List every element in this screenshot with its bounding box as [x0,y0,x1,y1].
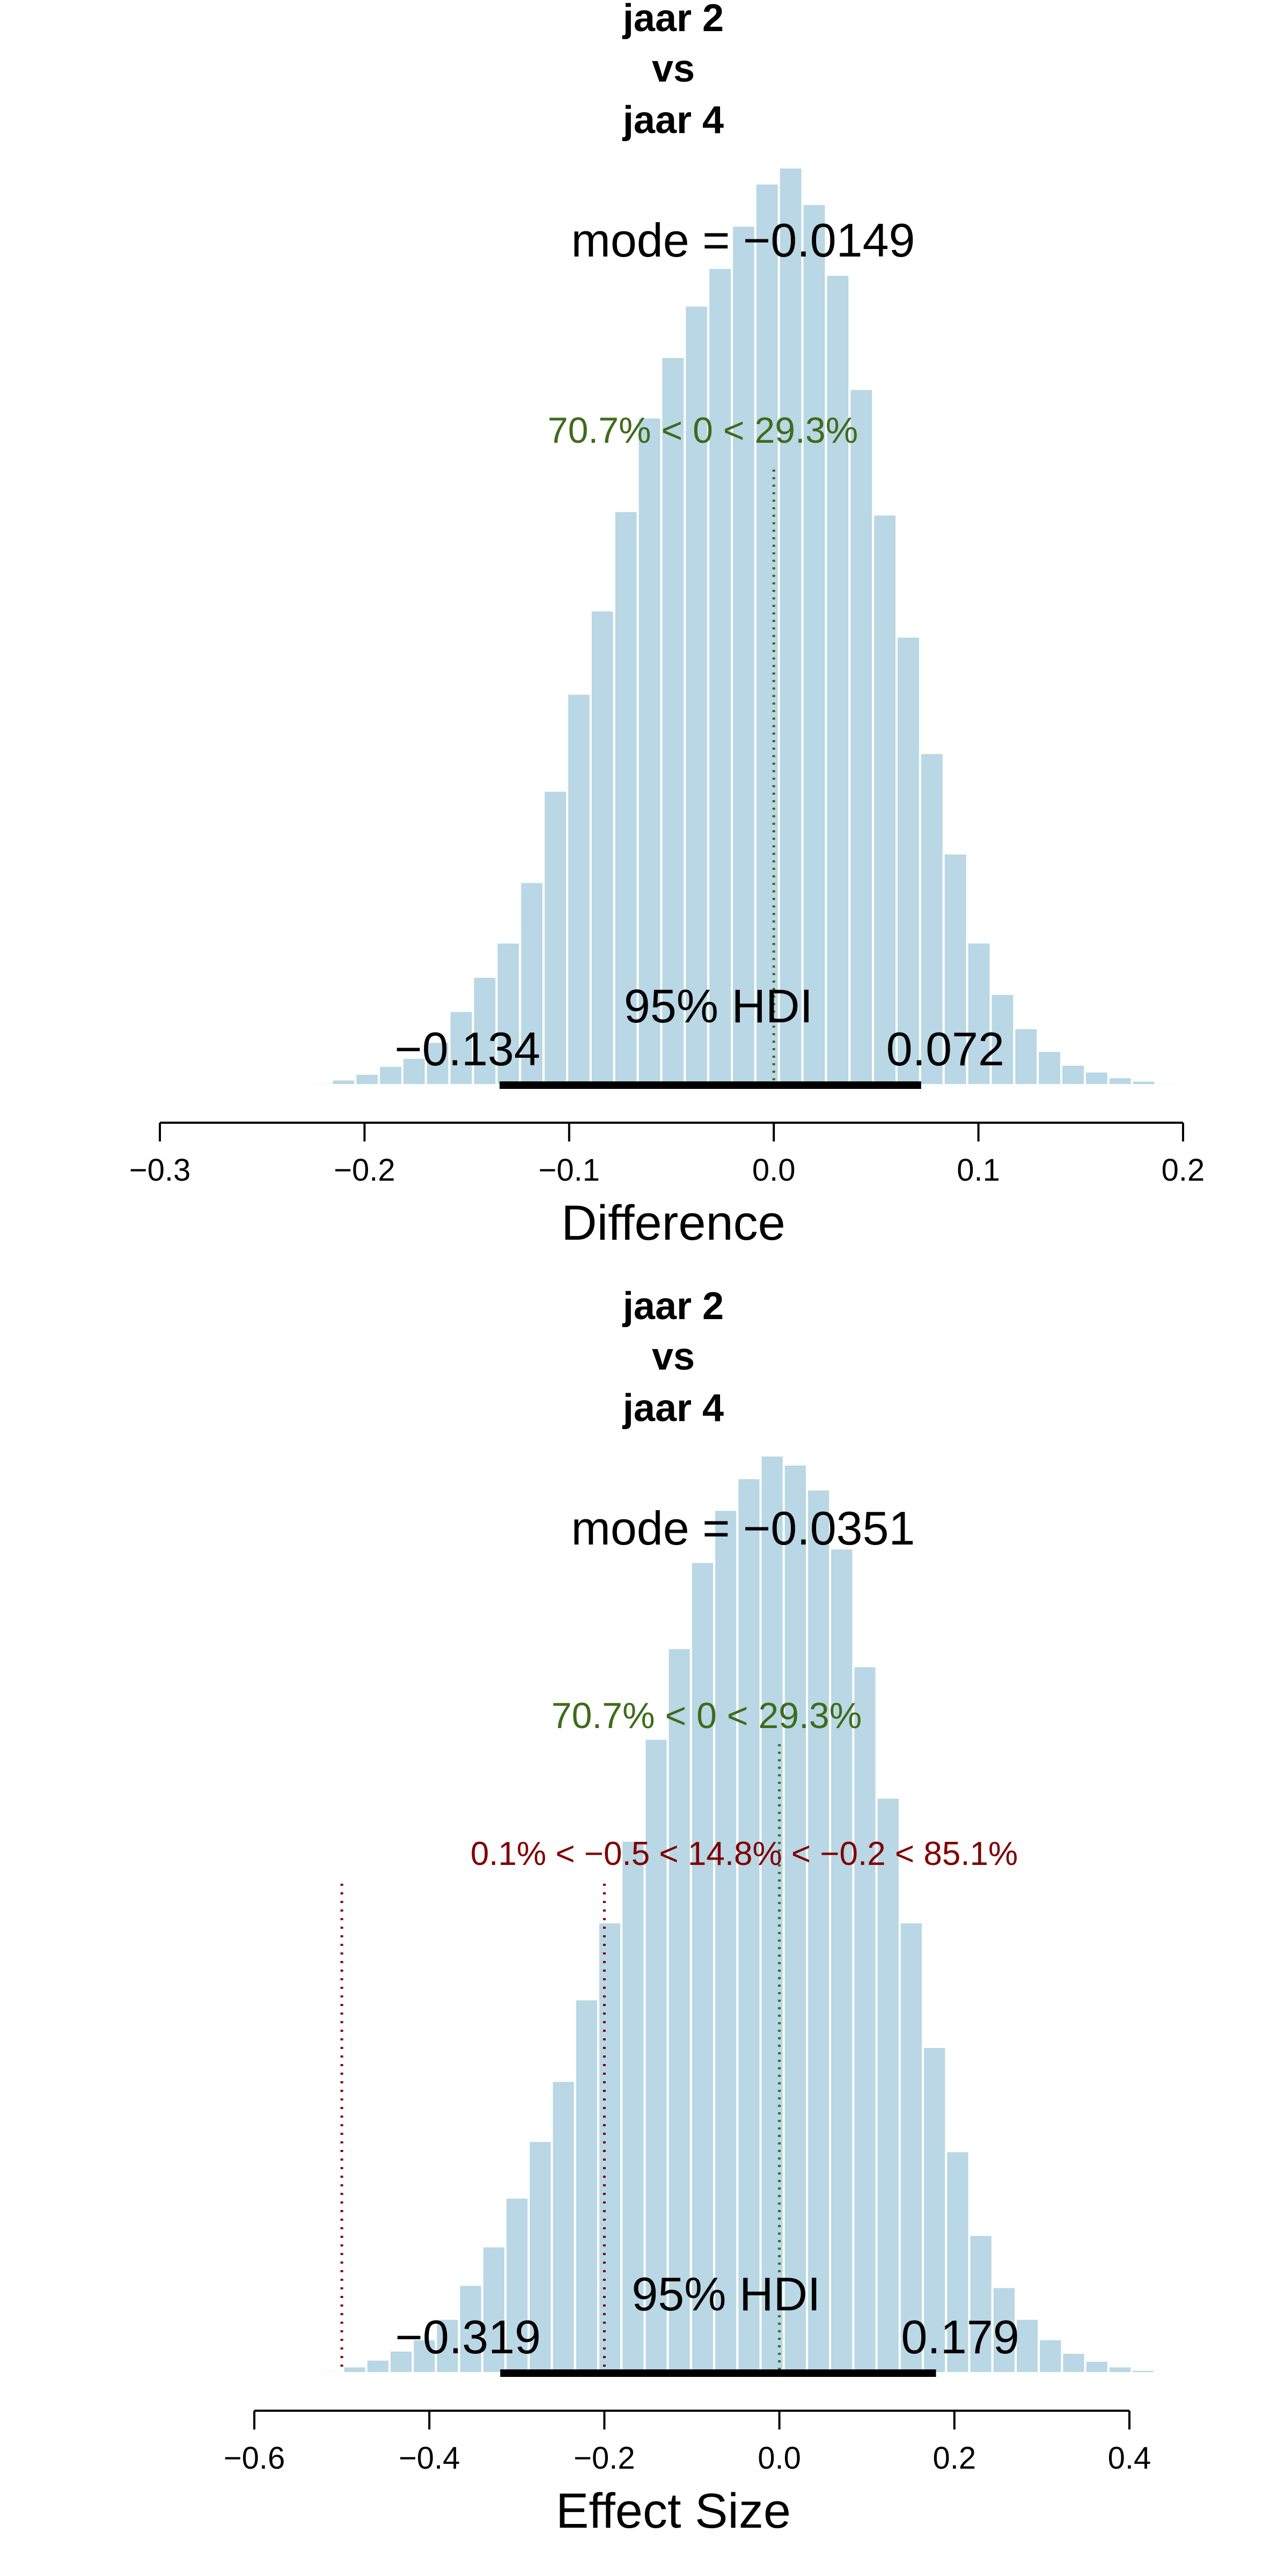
x-tick-label: 0.0 [758,2441,801,2476]
chart-title-line: vs [652,1335,695,1378]
histogram-bar [1084,2359,1110,2375]
histogram-bar [736,1477,762,2374]
x-tick-label: −0.2 [334,1153,395,1188]
mode-label: mode = −0.0351 [571,1502,915,1555]
histogram-bar [754,182,780,1086]
histogram-bar [401,1056,427,1086]
histogram-bar [319,2369,344,2375]
chart-title-line: jaar 2 [622,0,724,40]
histogram-bar [991,2286,1017,2375]
histogram-bar [1013,1027,1039,1087]
x-axis: −0.3 −0.2 −0.1 0.0 0.1 0.2 [129,1122,1205,1188]
chart-panel-1: jaar 2 vs jaar 4 mode = −0.0149 70.7% < 0 < … [129,0,1205,1250]
x-tick-label: −0.2 [574,2441,635,2476]
hdi-low-label: −0.134 [394,1022,540,1075]
chart-title-line: jaar 4 [622,99,724,142]
histogram-bar [898,1921,924,2375]
histogram-bar [805,1488,832,2374]
chart-panel-2: jaar 2 vs jaar 4 mode = −0.0351 70.7% < 0 < … [224,1285,1156,2538]
histogram-bar [1083,1070,1110,1087]
histogram-bar [684,304,710,1087]
histogram-bar [365,2358,391,2374]
histogram-bar [331,1078,357,1087]
histogram-bar [782,1463,808,2374]
histogram-bar [966,941,992,1087]
hdi-low-label: −0.319 [395,2310,541,2363]
histogram-bar [378,1064,403,1086]
histogram-bar [660,356,686,1086]
histogram-bar [895,635,921,1087]
histogram-bar [1060,1063,1086,1087]
chart-title-line: jaar 4 [622,1387,724,1430]
histogram-bar [777,166,804,1086]
histogram-bars [319,1454,1156,2375]
histogram-bar [574,1998,599,2374]
histogram-bar [872,513,898,1086]
x-tick-label: 0.1 [957,1153,1000,1188]
histogram-bar [848,387,875,1086]
x-axis: −0.6 −0.4 −0.2 0.0 0.2 0.4 [224,2410,1151,2476]
histogram-bar [1061,2352,1086,2374]
x-tick-label: 0.2 [932,2441,976,2476]
histogram-bar [825,273,851,1086]
histogram-bar [1037,1050,1063,1086]
x-tick-label: −0.1 [539,1153,600,1188]
x-axis-label: Effect Size [556,2484,791,2538]
x-tick-label: 0.4 [1108,2441,1151,2476]
histogram-bar [458,2284,483,2375]
mode-label: mode = −0.0149 [571,214,915,267]
histogram-bar [542,789,568,1086]
histogram-bar [589,609,615,1086]
histogram-bar [566,692,592,1087]
chart-title-line: vs [652,47,695,90]
hdi-high-label: 0.072 [886,1022,1004,1075]
histogram-bar [1038,2338,1063,2374]
histogram-bar [713,1509,739,2374]
histogram-bar [829,1547,855,2374]
histogram-bar [354,1072,380,1086]
histogram-bar [801,203,827,1086]
histogram-bar [852,1665,878,2375]
histogram-bar [342,2365,368,2375]
histogram-bar [424,1041,451,1086]
hdi-label: 95% HDI [632,2267,820,2321]
histogram-bar [435,2317,460,2374]
histogram-bar [689,1561,716,2374]
histogram-bar [1107,2365,1133,2375]
x-tick-label: −0.6 [224,2441,285,2476]
histogram-bar [942,852,968,1086]
chart-title-line: jaar 2 [622,1285,724,1328]
hdi-high-label: 0.179 [901,2310,1019,2363]
histogram-bars [307,166,1180,1087]
histogram-bar [643,1737,669,2374]
compare-label: 70.7% < 0 < 29.3% [548,410,858,451]
histogram-bar [731,224,757,1087]
compare-label: 70.7% < 0 < 29.3% [552,1695,862,1736]
x-tick-label: −0.3 [129,1153,191,1188]
rope-label: 0.1% < −0.5 < 14.8% < −0.2 < 85.1% [471,1835,1018,1872]
histogram-bar [1154,1081,1180,1086]
x-tick-label: 0.0 [752,1153,796,1188]
histogram-bar [1130,2368,1156,2374]
histogram-bar [307,1081,333,1086]
x-axis-label: Difference [561,1196,785,1250]
histogram-bar [759,1454,785,2374]
hdi-label: 95% HDI [624,979,813,1033]
histogram-bar [550,2080,576,2374]
histogram-bar [666,1646,692,2374]
histogram-bar [707,267,733,1086]
histogram-bar [527,2140,553,2374]
histogram-bar [597,1921,623,2375]
x-tick-label: −0.4 [399,2441,460,2476]
x-tick-label: 0.2 [1162,1153,1205,1188]
histogram-bar [968,2234,994,2374]
histogram-bar [1130,1079,1157,1087]
histogram-bar [472,975,498,1086]
histogram-bar [875,1796,901,2375]
histogram-bar [613,510,639,1087]
histogram-bar [1107,1076,1133,1086]
histogram-bar [1014,2317,1040,2374]
